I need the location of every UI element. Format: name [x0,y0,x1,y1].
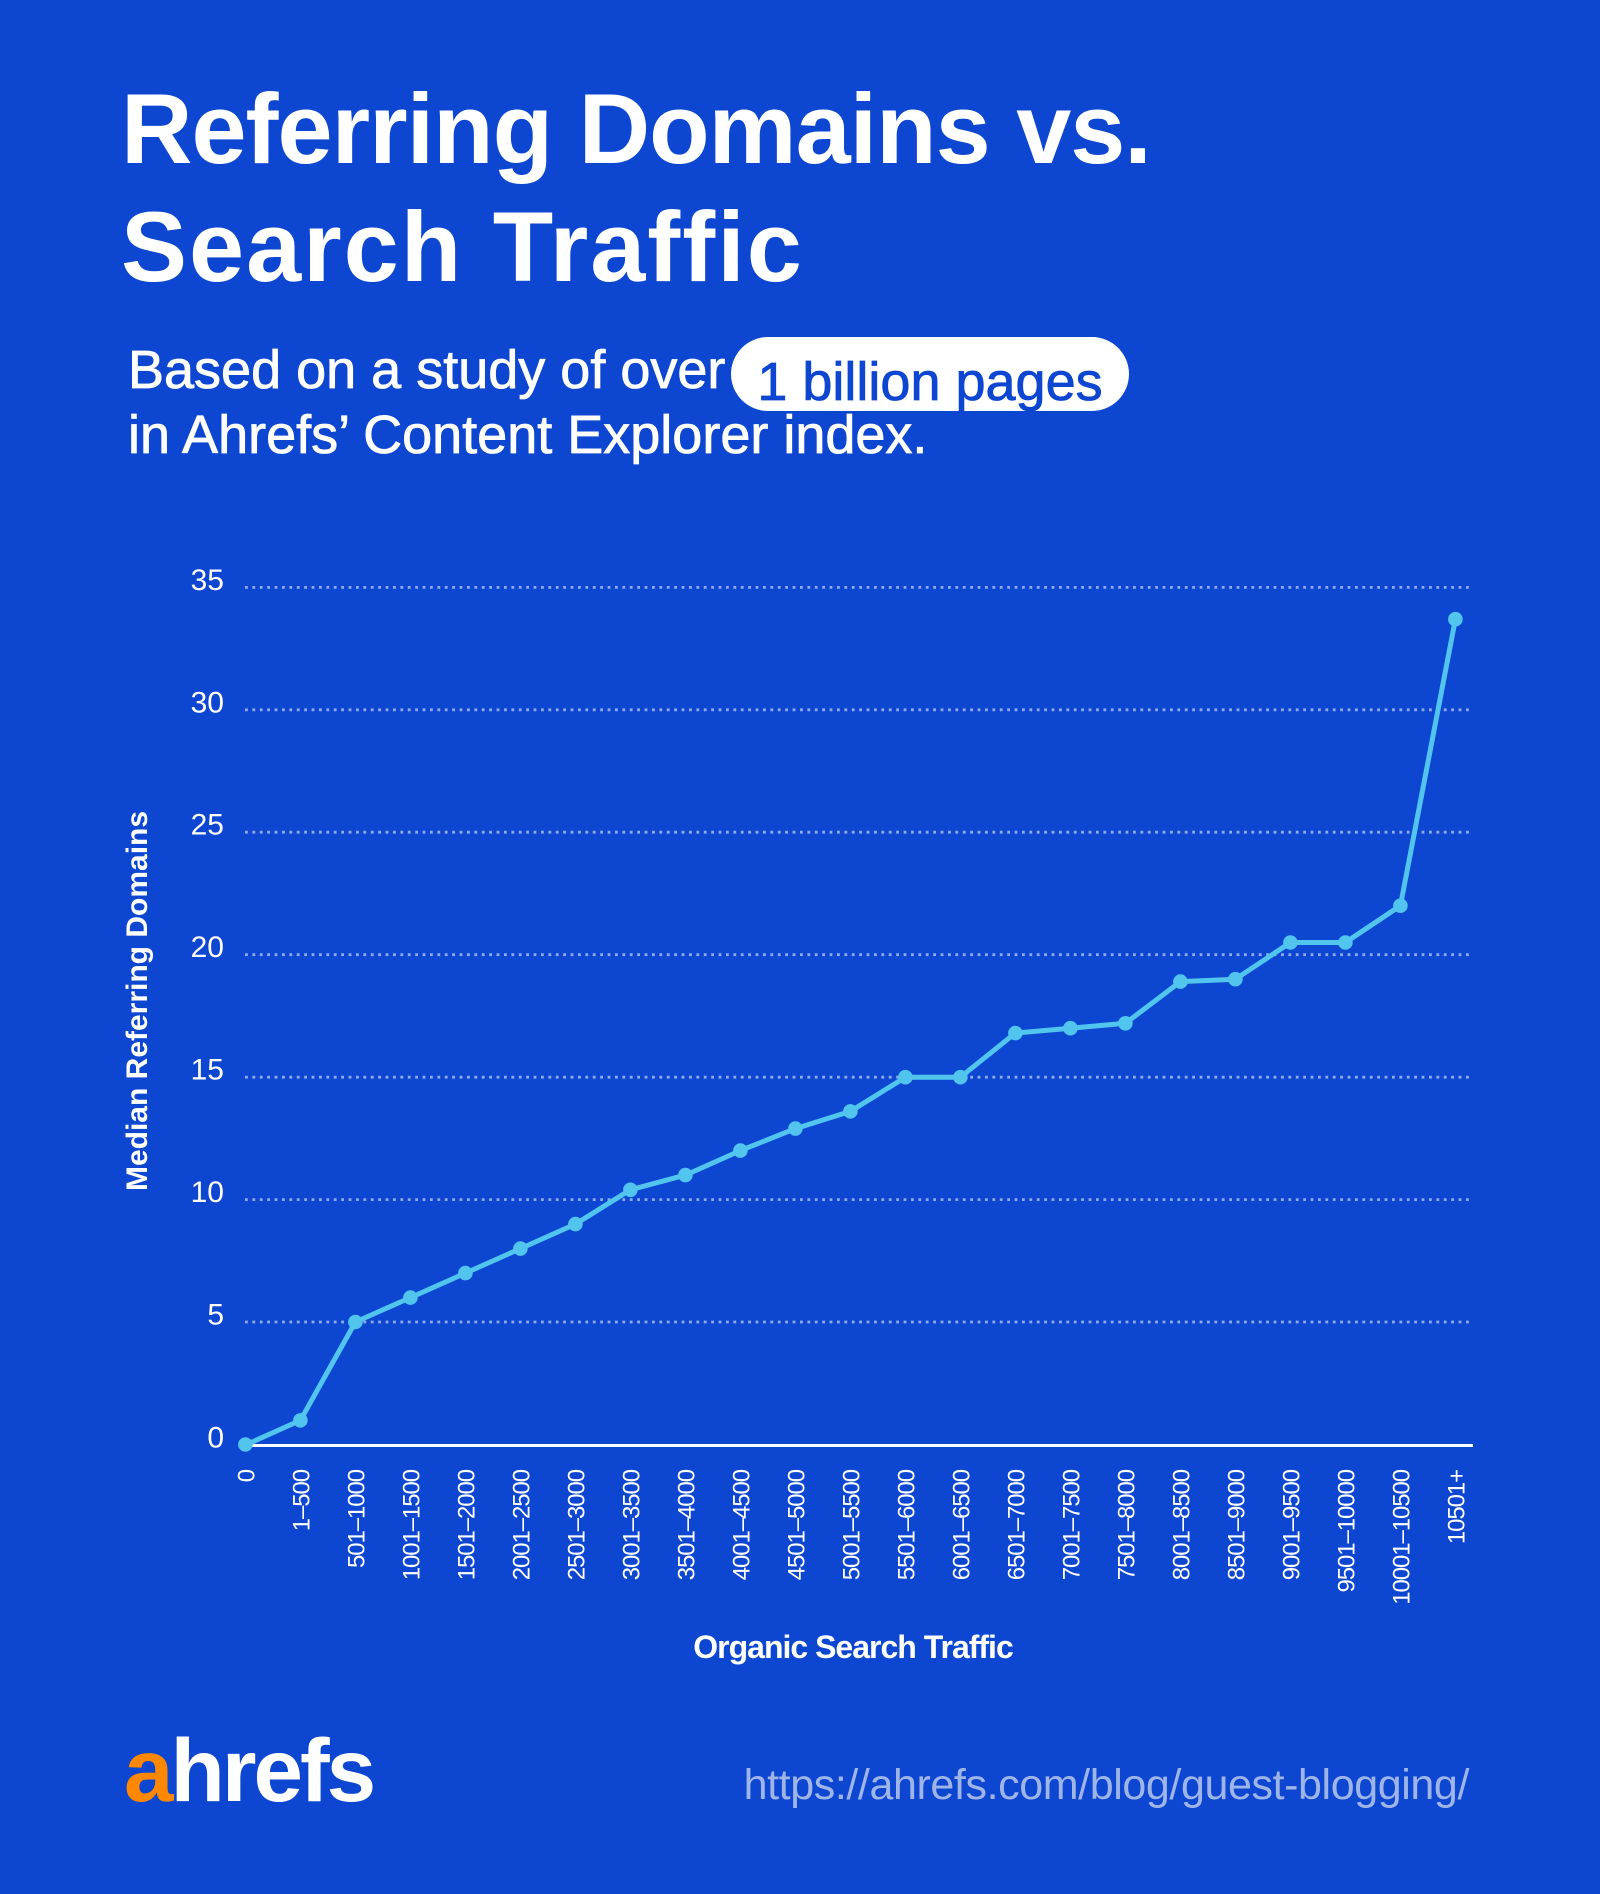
svg-text:9001–9500: 9001–9500 [1278,1469,1305,1580]
svg-text:3001–3500: 3001–3500 [618,1469,645,1580]
svg-text:7001–7500: 7001–7500 [1058,1469,1085,1580]
svg-text:10001–10500: 10001–10500 [1388,1469,1415,1604]
svg-text:1001–1500: 1001–1500 [398,1469,425,1580]
svg-text:25: 25 [191,809,224,842]
svg-text:8501–9000: 8501–9000 [1223,1469,1250,1580]
svg-text:30: 30 [191,686,224,719]
svg-text:0: 0 [207,1422,224,1455]
svg-text:501–1000: 501–1000 [343,1469,370,1568]
svg-text:4001–4500: 4001–4500 [728,1469,755,1580]
svg-text:8001–8500: 8001–8500 [1168,1469,1195,1580]
svg-text:5501–6000: 5501–6000 [893,1469,920,1580]
svg-text:1–500: 1–500 [288,1469,315,1531]
svg-text:6501–7000: 6501–7000 [1003,1469,1030,1580]
svg-text:5001–5500: 5001–5500 [838,1469,865,1580]
svg-text:1501–2000: 1501–2000 [453,1469,480,1580]
svg-text:6001–6500: 6001–6500 [948,1469,975,1580]
svg-text:0: 0 [233,1469,260,1482]
svg-text:10: 10 [191,1176,224,1209]
svg-text:Organic Search Traffic: Organic Search Traffic [693,1629,1013,1665]
svg-text:20: 20 [191,931,224,964]
svg-text:2001–2500: 2001–2500 [508,1469,535,1580]
svg-text:2501–3000: 2501–3000 [563,1469,590,1580]
svg-text:10501+: 10501+ [1443,1470,1470,1544]
svg-text:4501–5000: 4501–5000 [783,1469,810,1580]
svg-text:Median Referring Domains: Median Referring Domains [121,811,154,1191]
svg-text:35: 35 [191,564,224,597]
svg-text:3501–4000: 3501–4000 [673,1469,700,1580]
svg-text:7501–8000: 7501–8000 [1113,1469,1140,1580]
svg-text:5: 5 [207,1299,224,1332]
svg-text:9501–10000: 9501–10000 [1333,1469,1360,1592]
svg-text:15: 15 [191,1054,224,1087]
